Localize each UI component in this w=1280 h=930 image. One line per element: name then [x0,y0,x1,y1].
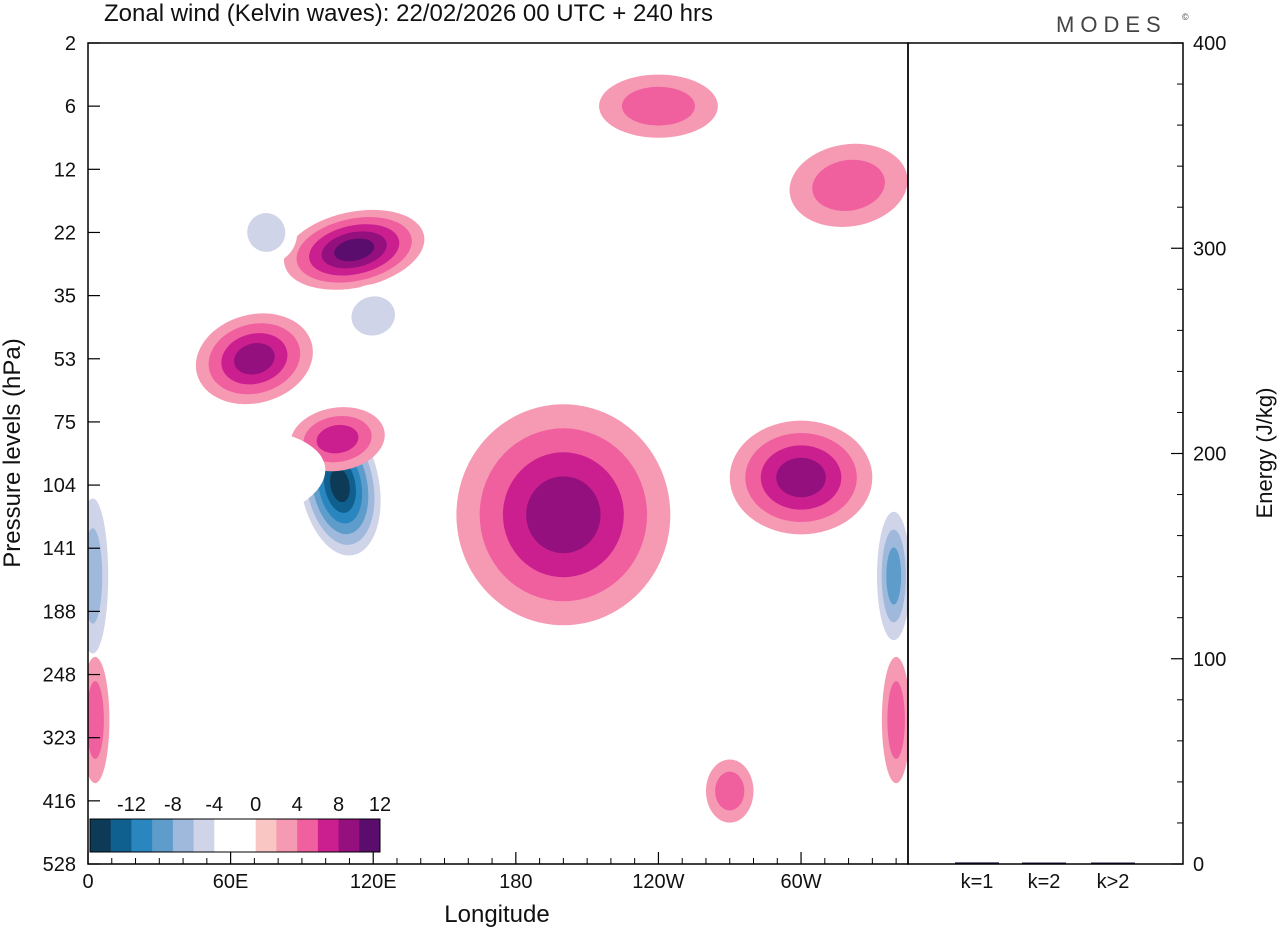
colorbar-swatch [172,819,195,852]
contour-feature-17 [599,74,718,138]
energy-bar [955,862,999,864]
energy-tick-label: 300 [1193,238,1226,260]
contour-band [247,213,286,252]
contour-band [301,57,445,134]
colorbar: -12 -8 -4 0 4 8 12 [89,794,391,853]
energy-tick-label: 100 [1193,649,1226,671]
colorbar-swatch [235,819,257,852]
zonal-wind-contours [88,57,908,864]
x-tick-label: 120E [350,871,397,893]
contour-band [776,457,826,498]
x-tick-label: 60W [780,871,821,893]
brand-logo: MODES [1056,12,1167,37]
energy-bars: 0 100 200 300 400 k=1 k=2 k>2 [955,33,1226,893]
y-tick-label: 75 [54,412,76,434]
x-tick-label: 0 [82,871,93,893]
contour-feature-13 [301,57,445,134]
colorbar-swatch [214,819,236,852]
colorbar-swatch [276,819,298,852]
colorbar-label: -8 [164,794,182,816]
y-tick-label: 323 [43,728,76,750]
y-tick-label: 416 [43,791,76,813]
colorbar-label: 0 [250,794,261,816]
contour-band [334,238,375,262]
colorbar-label: -12 [117,794,146,816]
colorbar-label: -4 [205,794,223,816]
contour-feature-16 [881,656,908,784]
contour-band [316,424,359,454]
colorbar-label: 12 [369,794,391,816]
contour-feature-1 [88,468,115,684]
contour-band [88,681,104,759]
x-axis-label: Longitude [444,901,549,928]
x-tick-label: 60E [213,871,249,893]
energy-category-label: k>2 [1097,871,1130,893]
contour-band [715,771,745,811]
contour-band [886,547,902,605]
contour-band [887,681,905,759]
colorbar-swatch [90,819,112,852]
contour-band [330,467,350,503]
contour-feature-8 [337,284,409,348]
colorbar-swatch [297,819,319,852]
contour-feature-2 [872,493,908,659]
contour-feature-11 [135,429,326,526]
colorbar-swatch [359,819,381,852]
contour-band [135,429,326,526]
chart-title: Zonal wind (Kelvin waves): 22/02/2026 00… [104,0,713,27]
contour-feature-12 [587,194,683,271]
colorbar-label: 8 [333,794,344,816]
energy-tick-label: 400 [1193,33,1226,55]
contour-band [351,296,395,336]
contour-feature-14 [705,759,754,823]
colorbar-label: 4 [292,794,303,816]
y-tick-label: 528 [43,854,76,876]
energy-category-label: k=2 [1028,871,1061,893]
y-tick-label: 141 [43,538,76,560]
contour-band [361,562,409,864]
contour-band [234,342,275,375]
x-tick-label: 120W [632,871,684,893]
y-tick-label: 53 [54,349,76,371]
contour-feature-9 [235,200,298,264]
contour-feature-6 [195,313,313,405]
colorbar-swatch [193,819,215,852]
contour-band [526,476,601,554]
colorbar-swatch [317,819,340,852]
y-tick-label: 104 [43,475,76,497]
contour-feature-18 [789,143,908,227]
colorbar-swatch [110,819,132,852]
colorbar-frame [89,818,381,853]
y-tick-label: 12 [54,159,76,181]
contour-band [812,159,885,211]
contour-feature-4 [729,420,873,535]
contour-band [88,528,103,624]
energy-panel-frame [907,42,1184,865]
colorbar-swatch [338,819,360,852]
colorbar-swatch [255,819,277,852]
axis-ticks: 0 60E 120E 180 120W 60W 2 6 12 22 35 53 75 104 141 188 2… [43,33,897,893]
contour-feature-10 [361,562,409,864]
y-tick-label: 22 [54,222,76,244]
brand-mark: © [1182,12,1189,22]
y-tick-label: 35 [54,286,76,308]
contour-band [621,86,696,126]
energy-category-label: k=1 [961,871,994,893]
y-tick-label: 6 [65,96,76,118]
energy-axis-label: Energy (J/kg) [1252,388,1277,519]
y-tick-label: 2 [65,33,76,55]
x-tick-label: 180 [499,871,532,893]
colorbar-swatch [152,819,174,852]
colorbar-swatch [131,819,153,852]
y-axis-label: Pressure levels (hPa) [0,338,26,567]
energy-tick-label: 200 [1193,444,1226,466]
y-tick-label: 248 [43,665,76,687]
contour-band [587,194,683,271]
contour-feature-3 [456,404,671,626]
contour-feature-15 [88,656,110,784]
energy-tick-label: 0 [1193,854,1204,876]
y-tick-label: 188 [43,601,76,623]
contour-feature-5 [284,209,425,290]
